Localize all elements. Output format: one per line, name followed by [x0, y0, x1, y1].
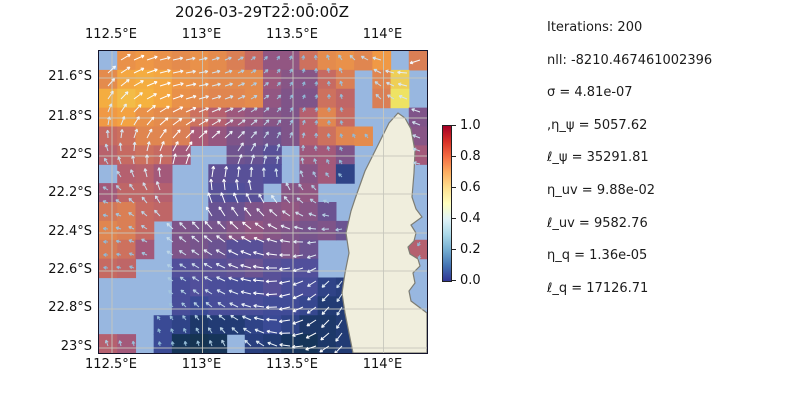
colorbar-tick-label: 0.8 [460, 148, 481, 164]
plot-title: 2026-03-29T22̄:00̄:00̄Z [175, 3, 349, 21]
y-tick-label: 23°S [60, 339, 92, 354]
colorbar-gradient [442, 125, 452, 282]
stat-line: ℓ_ψ = 35291.81 [547, 150, 649, 166]
colorbar-tick [452, 280, 456, 281]
colorbar-tick-label: 0.0 [460, 272, 481, 288]
colorbar-tick-label: 0.2 [460, 241, 481, 257]
map-canvas [99, 51, 427, 353]
y-tick-label: 22°S [60, 147, 92, 162]
map-frame [98, 50, 428, 354]
stat-line: ℓ_uv = 9582.76 [547, 215, 648, 231]
stat-line: ℓ_q = 17126.71 [547, 280, 649, 296]
x-tick-label: 114°E [362, 27, 403, 42]
stat-line: nll: -8210.467461002396 [547, 52, 713, 68]
colorbar-tick [452, 218, 456, 219]
y-tick-label: 21.6°S [48, 69, 92, 84]
colorbar-tick-label: 0.4 [460, 210, 481, 226]
colorbar: 1.0 0.8 0.6 0.4 0.2 0.0 [442, 118, 502, 288]
y-tick-label: 22.8°S [48, 300, 92, 315]
stat-line: Iterations: 200 [547, 20, 643, 35]
colorbar-tick [452, 156, 456, 157]
stat-line: ,η_ψ = 5057.62 [547, 117, 648, 133]
x-tick-label: 114°E [362, 357, 403, 372]
x-tick-label: 113.5°E [266, 27, 318, 42]
stat-line: σ = 4.81e-07 [547, 85, 633, 101]
stat-line: η_q = 1.36e-05 [547, 248, 648, 264]
x-tick-label: 113°E [181, 357, 222, 372]
colorbar-tick [452, 125, 456, 126]
colorbar-tick-label: 0.6 [460, 179, 481, 195]
y-tick-label: 22.4°S [48, 224, 92, 239]
x-tick-label: 112.5°E [85, 357, 137, 372]
colorbar-tick [452, 249, 456, 250]
y-tick-label: 22.2°S [48, 185, 92, 200]
x-tick-label: 113°E [181, 27, 222, 42]
stat-line: η_uv = 9.88e-02 [547, 183, 656, 198]
y-tick-label: 21.8°S [48, 109, 92, 124]
x-tick-label: 113.5°E [266, 357, 318, 372]
y-tick-label: 22.6°S [48, 262, 92, 277]
x-tick-label: 112.5°E [85, 27, 137, 42]
colorbar-tick-label: 1.0 [460, 117, 481, 133]
colorbar-tick [452, 187, 456, 188]
